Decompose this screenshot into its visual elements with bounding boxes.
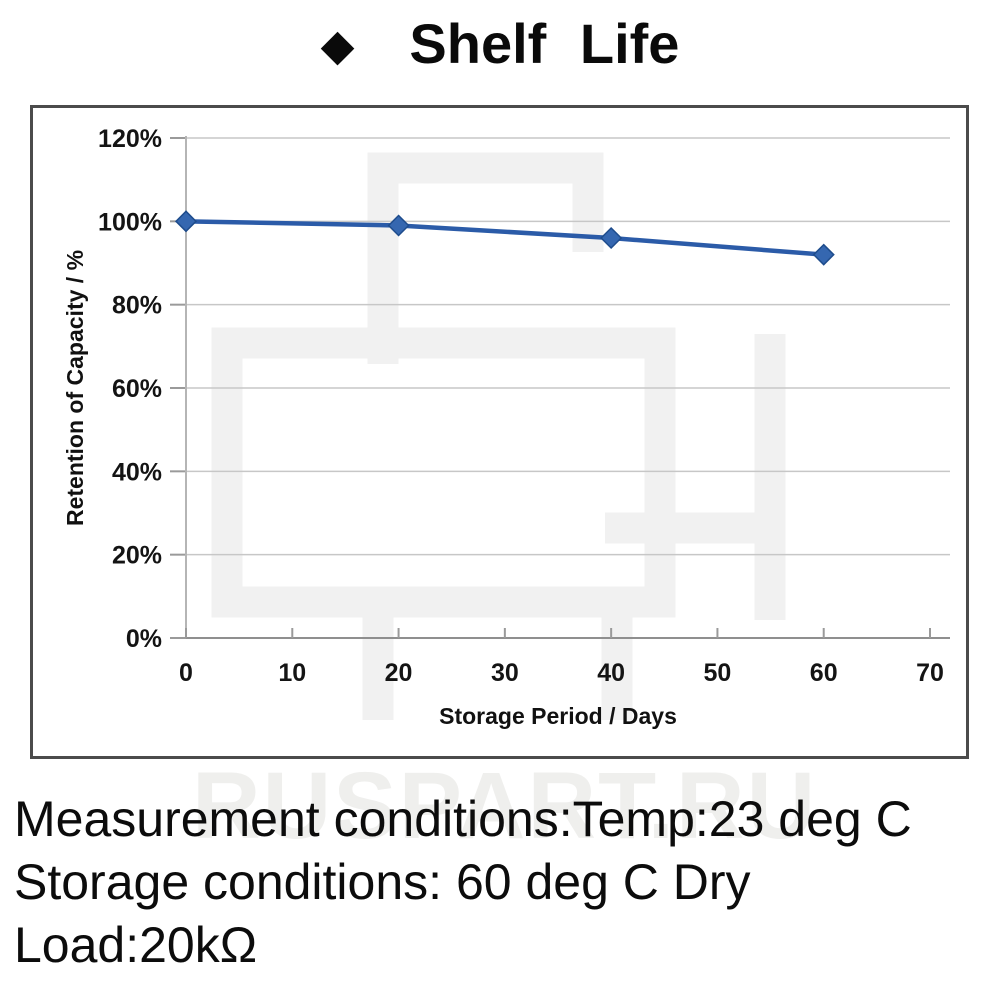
x-tick-label: 0 <box>179 659 193 687</box>
y-tick-label: 20% <box>112 542 162 570</box>
diamond-bullet-icon: ◆ <box>320 21 355 70</box>
series-line <box>183 219 826 257</box>
shelf-life-chart: 0% 20% 40% 60% 80% 100% 120% 0 10 20 30 40 50 60 70 St… <box>62 125 950 729</box>
y-tick-label: 60% <box>112 375 162 403</box>
conditions-block: Measurement conditions:Temp:23 deg C Sto… <box>14 788 994 977</box>
x-tick-label: 60 <box>810 659 838 687</box>
storage-conditions-line: Storage conditions: 60 deg C Dry <box>14 854 751 910</box>
data-point-marker <box>174 210 198 233</box>
data-point-marker <box>600 226 623 250</box>
watermark-text: RUSPART.RU <box>192 753 818 859</box>
y-tick-label: 0% <box>126 625 162 653</box>
y-tick-label: 80% <box>112 292 162 320</box>
page-title: Shelf Life <box>409 12 680 75</box>
load-line: Load:20kΩ <box>14 917 258 973</box>
x-tick-label: 70 <box>916 659 944 687</box>
y-tick-label: 120% <box>98 125 162 153</box>
x-tick-label: 30 <box>491 659 519 687</box>
x-tick-label: 10 <box>278 659 306 687</box>
x-tick-label: 40 <box>597 659 625 687</box>
y-tick-label: 100% <box>98 208 162 236</box>
watermark-logo-icon <box>211 152 786 720</box>
y-tick-label: 40% <box>112 458 162 486</box>
data-point-marker <box>812 243 835 266</box>
plot-area: 0% 20% 40% 60% 80% 100% 120% 0 10 20 30 40 50 60 70 <box>98 125 950 687</box>
x-axis-title: Storage Period / Days <box>439 703 677 729</box>
y-axis-title: Retention of Capacity / % <box>62 250 88 526</box>
chart-panel: 0% 20% 40% 60% 80% 100% 120% 0 10 20 30 40 50 60 70 St… <box>30 105 969 759</box>
chart-title-row: ◆ Shelf Life <box>0 16 1000 72</box>
x-tick-label: 20 <box>385 659 413 687</box>
measurement-conditions-line: Measurement conditions:Temp:23 deg C <box>14 791 912 847</box>
x-tick-label: 50 <box>704 659 732 687</box>
data-point-marker <box>387 214 410 237</box>
